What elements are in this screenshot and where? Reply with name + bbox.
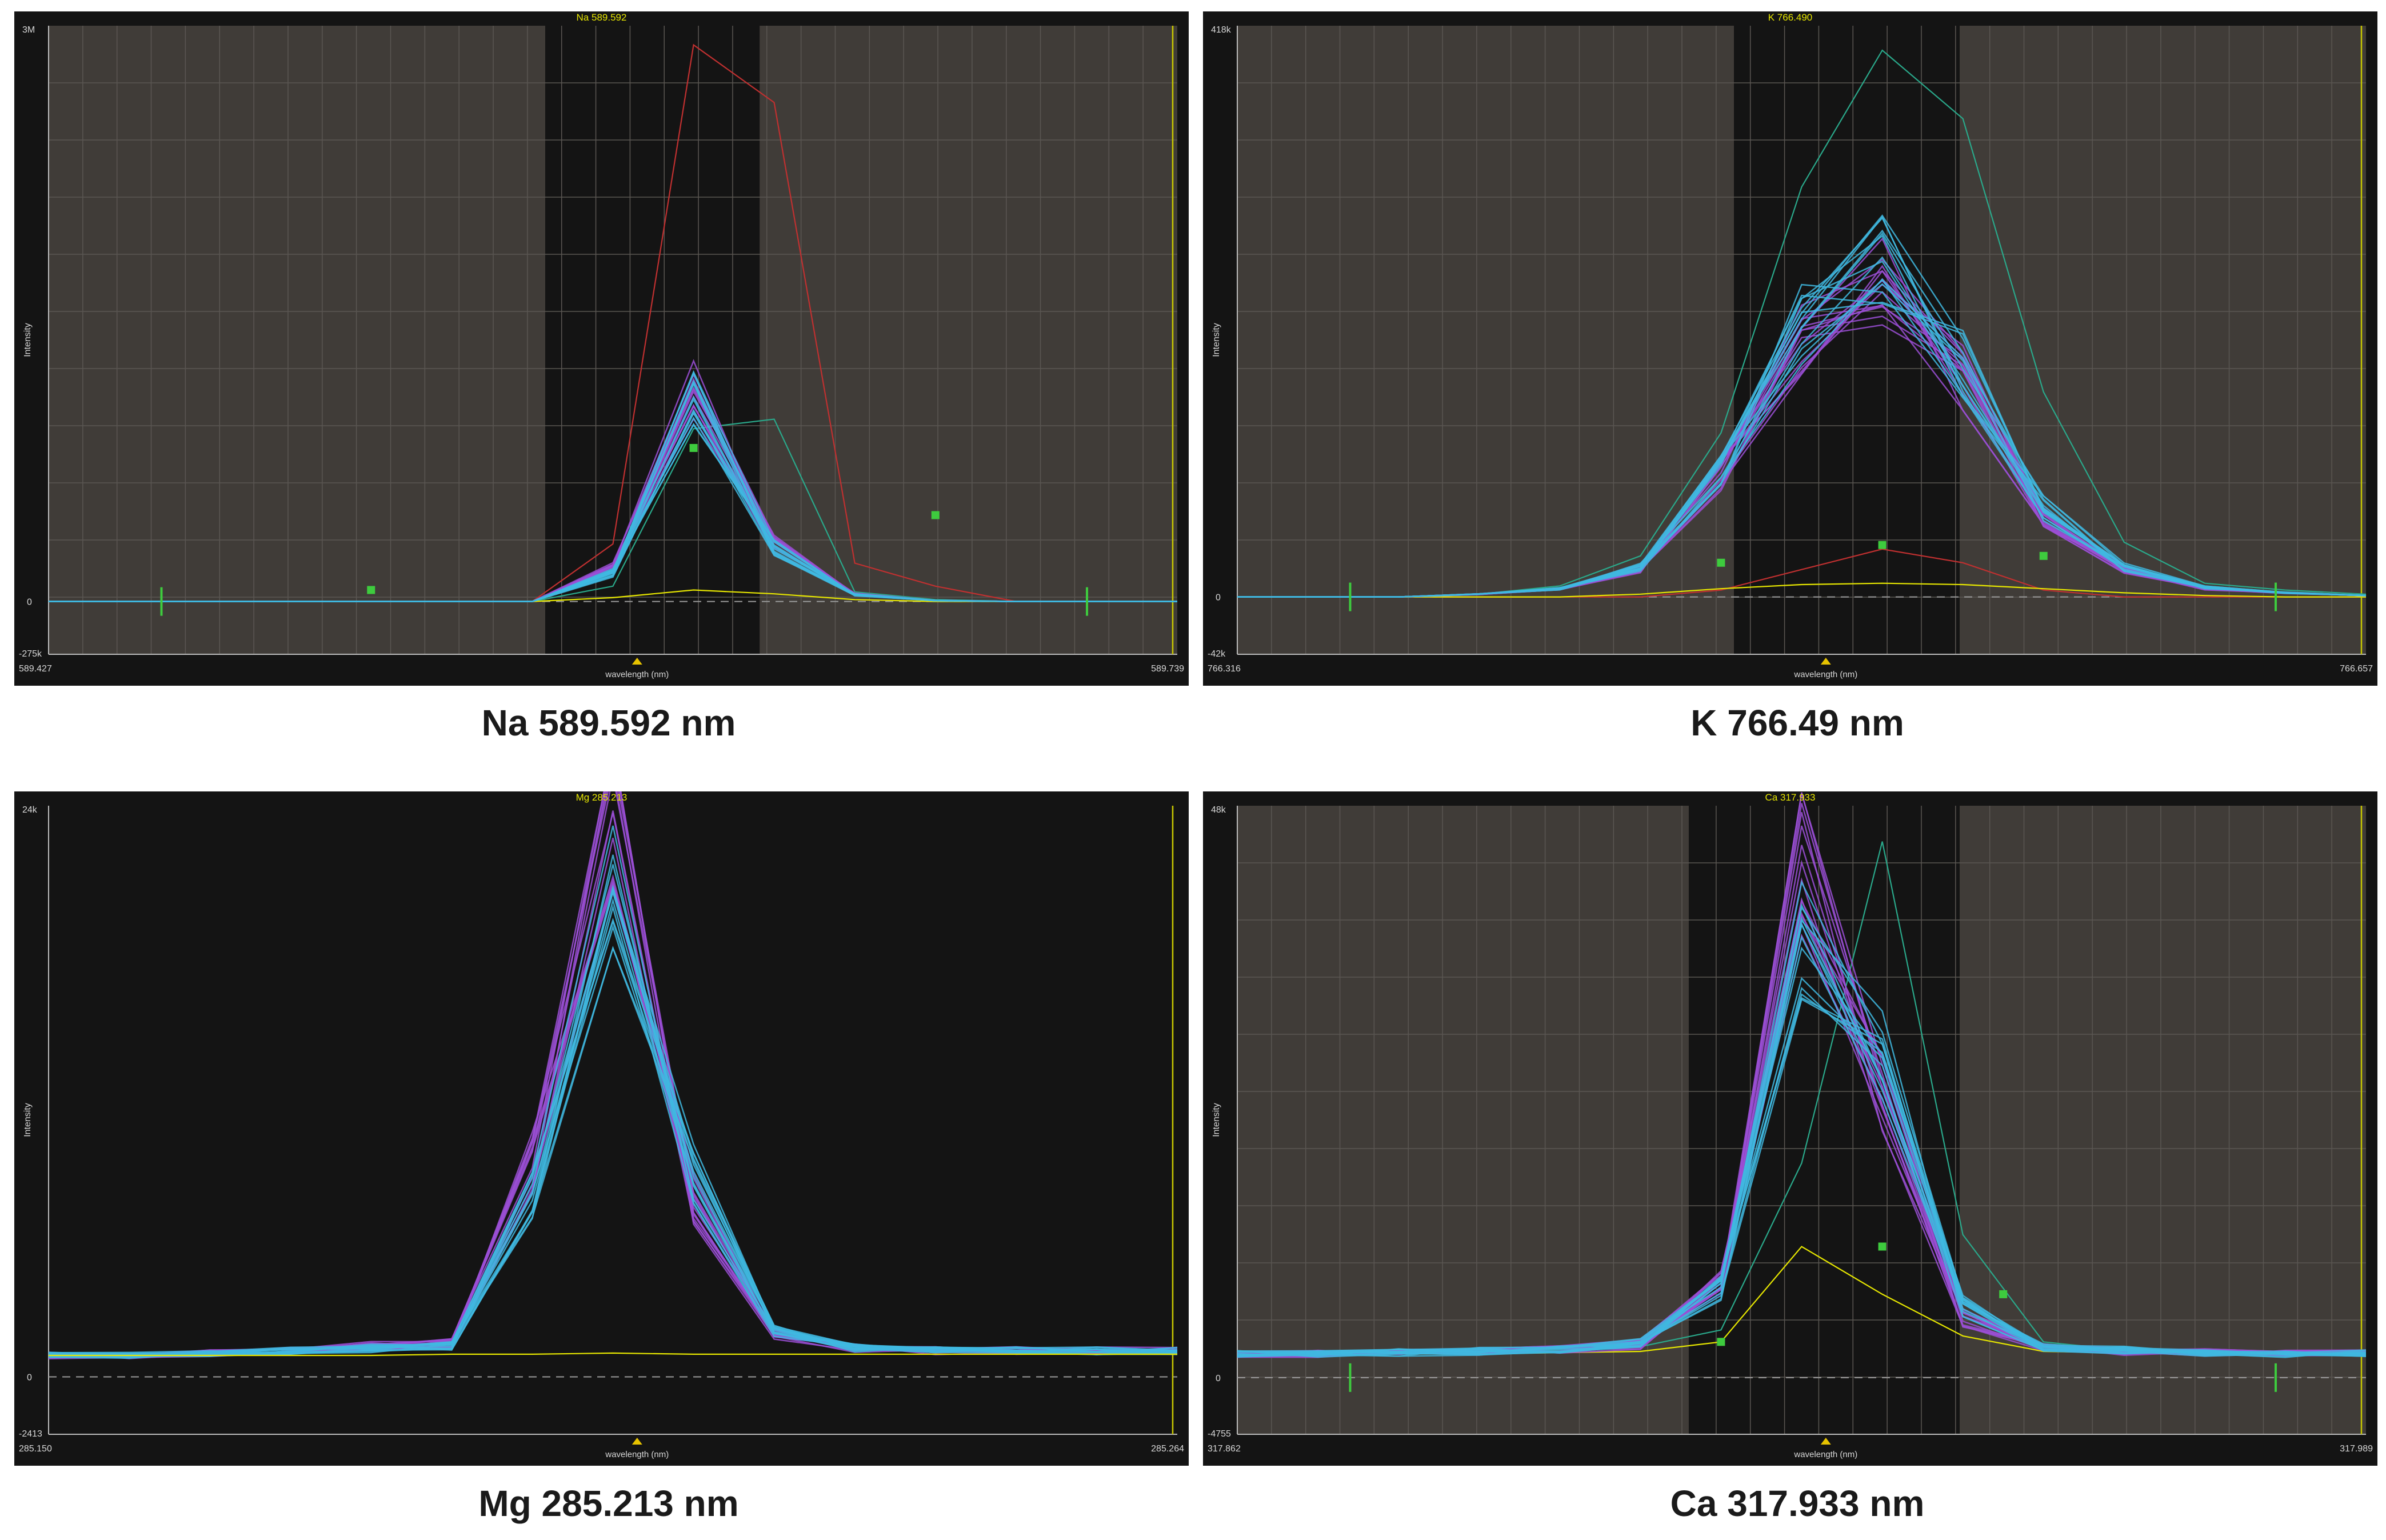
chart-panel-k: K 766.490 418k 0 -42k Intensity 766.316 766.65… [1203, 11, 2377, 686]
x-axis-label: wavelength (nm) [605, 670, 669, 679]
series-line-replicates [48, 925, 1178, 1356]
data-marker [367, 586, 375, 594]
peak-arrow-icon [1820, 1438, 1831, 1445]
integration-window [545, 26, 760, 654]
series-line-replicates [48, 838, 1178, 1357]
data-marker [1878, 541, 1887, 549]
series-line-replicates [1237, 906, 2367, 1354]
data-marker [931, 511, 940, 519]
x-axis-label: wavelength (nm) [605, 1450, 669, 1459]
y-top-label: 48k [1211, 805, 1226, 815]
series-line-replicates [48, 854, 1178, 1359]
x-min-label: 285.150 [19, 1444, 52, 1454]
chart-title: Na 589.592 [577, 12, 627, 23]
series-line-replicates [48, 897, 1178, 1357]
y-top-label: 24k [22, 805, 38, 815]
peak-arrow-icon [632, 1438, 642, 1445]
peak-arrow-icon [632, 658, 642, 665]
y-bottom-label: -4755 [1208, 1429, 1231, 1439]
series-line-replicates [48, 904, 1178, 1356]
series-line-replicates [48, 881, 1178, 1357]
chart-title: Ca 317.933 [1765, 792, 1816, 803]
series-line-blank [1237, 582, 2366, 598]
y-axis-label: Intensity [1212, 1103, 1221, 1137]
x-max-label: 317.989 [2340, 1444, 2373, 1454]
caption-k: K 766.49 nm [1690, 702, 1904, 743]
y-zero-label: 0 [1216, 1374, 1221, 1383]
y-bottom-label: -275k [19, 649, 42, 659]
data-marker [2039, 551, 2048, 560]
chart-panel-na: Na 589.592 3M 0 -275k Intensity 589.427 589.73… [14, 11, 1189, 686]
chart-panel-ca: Ca 317.933 48k 0 -4755 Intensity 317.862 317.9… [1203, 791, 2377, 1466]
caption-mg: Mg 285.213 nm [478, 1483, 739, 1524]
chart-svg-na: Na 589.592 3M 0 -275k Intensity 589.427 589.73… [19, 12, 1184, 679]
x-max-label: 589.739 [1151, 664, 1184, 674]
series-line-replicates [48, 890, 1178, 1358]
chart-svg-k: K 766.490 418k 0 -42k Intensity 766.316 766.65… [1208, 12, 2373, 679]
y-zero-label: 0 [27, 1373, 32, 1383]
series-line-replicates [48, 886, 1178, 1355]
series-line-replicates [48, 946, 1178, 1358]
chart-svg-ca: Ca 317.933 48k 0 -4755 Intensity 317.862 317.9… [1208, 792, 2373, 1459]
y-axis-label: Intensity [1212, 323, 1221, 357]
y-bottom-label: -2413 [19, 1429, 42, 1439]
x-max-label: 285.264 [1151, 1444, 1184, 1454]
peak-arrow-icon [1820, 658, 1831, 665]
y-top-label: 3M [22, 25, 35, 35]
y-top-label: 418k [1211, 25, 1232, 35]
x-min-label: 766.316 [1208, 664, 1241, 674]
y-axis-label: Intensity [23, 323, 33, 357]
y-zero-label: 0 [27, 598, 32, 607]
series-line-replicates [49, 371, 1177, 602]
series-line-replicates [48, 864, 1178, 1357]
x-max-label: 766.657 [2340, 664, 2373, 674]
caption-ca: Ca 317.933 nm [1670, 1483, 1925, 1524]
x-axis-label: wavelength (nm) [1793, 1450, 1857, 1459]
chart-title: Mg 285.213 [576, 792, 628, 803]
y-axis-label: Intensity [23, 1103, 33, 1137]
x-min-label: 317.862 [1208, 1444, 1241, 1454]
series-line-replicates [48, 884, 1178, 1358]
y-bottom-label: -42k [1208, 649, 1226, 659]
series-line-replicates [48, 882, 1178, 1358]
integration-window [1689, 806, 1960, 1434]
chart-panel-mg: Mg 285.213 24k 0 -2413 Intensity 285.150 285.2… [14, 791, 1189, 1466]
data-marker [1999, 1290, 2008, 1298]
series-line-replicates [48, 946, 1178, 1359]
series-line-replicates [48, 918, 1178, 1357]
x-axis-label: wavelength (nm) [1793, 670, 1857, 679]
data-marker [1717, 1338, 1725, 1346]
chart-title: K 766.490 [1768, 12, 1813, 23]
caption-na: Na 589.592 nm [481, 702, 736, 743]
data-marker [689, 443, 698, 452]
series-line-replicates [48, 919, 1178, 1355]
series-line-replicates [1237, 922, 2367, 1357]
x-min-label: 589.427 [19, 664, 52, 674]
series-line-replicates [48, 886, 1178, 1358]
y-zero-label: 0 [1216, 593, 1221, 603]
series-line-replicates [48, 878, 1178, 1359]
data-marker [1878, 1242, 1887, 1251]
series-line-replicates [48, 889, 1178, 1359]
series-line-blank [49, 1352, 1177, 1357]
chart-svg-mg: Mg 285.213 24k 0 -2413 Intensity 285.150 285.2… [19, 791, 1184, 1459]
series-line-replicates [1237, 215, 2367, 598]
data-marker [1717, 558, 1725, 567]
